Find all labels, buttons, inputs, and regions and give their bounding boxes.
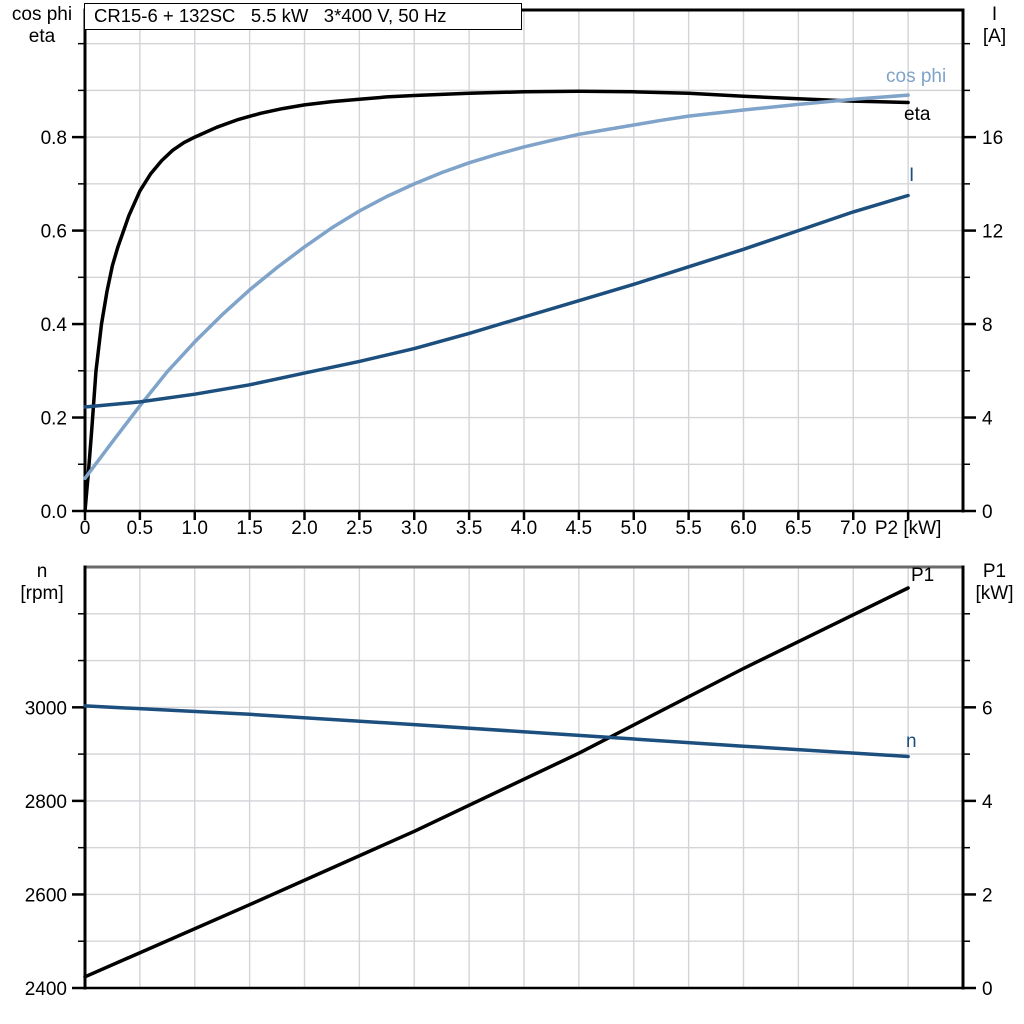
- right-tick-label: 4: [982, 409, 993, 430]
- current-axis-unit: [A]: [982, 26, 1007, 47]
- curve-P1: [83, 586, 910, 979]
- left-tick-label: 0.6: [41, 222, 67, 243]
- right-tick-label: 0: [982, 979, 993, 1000]
- x-tick-label: 4.5: [566, 518, 592, 539]
- left-tick-label: 2600: [25, 885, 67, 906]
- x-tick-label: 3.5: [456, 518, 482, 539]
- right-tick-label: 2: [982, 885, 993, 906]
- cos-phi-axis-label: cos phi: [11, 4, 73, 25]
- left-tick-label: 2400: [25, 979, 67, 1000]
- curve-n: [83, 704, 910, 759]
- right-tick-label: 12: [982, 222, 1003, 243]
- series-label-P1: P1: [911, 565, 934, 586]
- left-tick-label: 0.4: [41, 315, 68, 336]
- series-label-eta: eta: [904, 104, 931, 125]
- series-label-n: n: [906, 731, 917, 752]
- x-tick-label: 5.5: [675, 518, 701, 539]
- left-tick-label: 3000: [25, 698, 67, 719]
- chart-title-box: CR15-6 + 132SC 5.5 kW 3*400 V, 50 Hz: [84, 3, 522, 30]
- x-tick-label: 3.0: [401, 518, 427, 539]
- left-tick-label: 2800: [25, 792, 67, 813]
- x-tick-label: 2.5: [346, 518, 372, 539]
- x-tick-label: 4.0: [511, 518, 537, 539]
- curve-eta: [83, 89, 910, 513]
- speed-axis-unit: [rpm]: [20, 583, 64, 604]
- p1-axis-label: P1: [982, 561, 1007, 582]
- eta-axis-label: eta: [28, 26, 56, 47]
- series-label-cos-phi: cos phi: [886, 66, 946, 87]
- series-label-I: I: [909, 165, 914, 186]
- x-tick-label: 0.5: [127, 518, 153, 539]
- top-left-axis-label: cos phi eta: [0, 4, 84, 48]
- x-tick-label: 0: [80, 518, 91, 539]
- right-tick-label: 16: [982, 128, 1003, 149]
- x-tick-label: 6.5: [785, 518, 811, 539]
- current-axis-label: I: [991, 4, 998, 25]
- curve-cos-phi: [83, 93, 910, 481]
- x-tick-label: 2.0: [291, 518, 317, 539]
- x-tick-label: 1.5: [236, 518, 262, 539]
- right-tick-label: 0: [982, 502, 993, 523]
- bottom-right-axis-label: P1 [kW]: [965, 561, 1024, 605]
- right-tick-label: 8: [982, 315, 993, 336]
- right-tick-label: 6: [982, 698, 993, 719]
- left-tick-label: 0.0: [41, 502, 67, 523]
- top-right-axis-label: I [A]: [965, 4, 1024, 48]
- x-tick-label: 5.0: [621, 518, 647, 539]
- p1-axis-unit: [kW]: [975, 583, 1014, 604]
- speed-axis-label: n: [36, 561, 48, 582]
- x-tick-label: P2 [kW]: [875, 518, 942, 539]
- curve-I: [83, 193, 910, 409]
- left-tick-label: 0.2: [41, 409, 67, 430]
- right-tick-label: 4: [982, 792, 993, 813]
- x-tick-label: 1.0: [182, 518, 208, 539]
- x-tick-label: 6.0: [730, 518, 756, 539]
- left-tick-label: 0.8: [41, 128, 67, 149]
- x-tick-label: 7.0: [840, 518, 866, 539]
- bottom-left-axis-label: n [rpm]: [0, 561, 84, 605]
